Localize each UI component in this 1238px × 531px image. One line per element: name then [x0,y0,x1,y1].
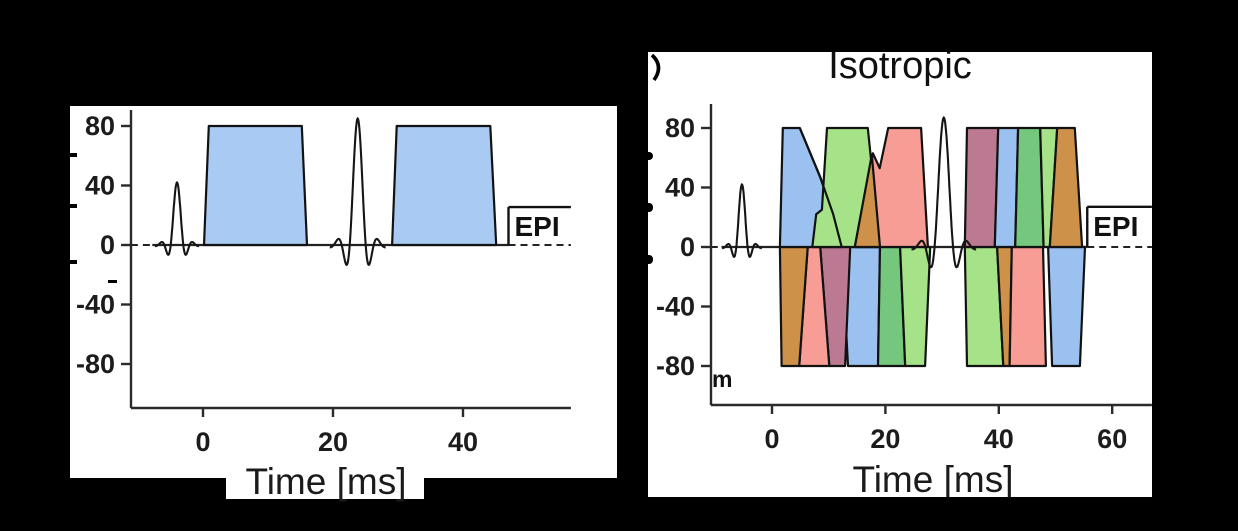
mask-fragment [108,280,117,283]
y-tick-label: 80 [85,111,115,141]
rf-pulse-excitation-90 [154,181,200,256]
y-tick-label: 80 [665,113,695,143]
y-tick-label: 0 [100,230,115,260]
epi-label: EPI [515,211,560,242]
x-axis-label-left: Time [ms] [245,461,407,502]
grad-neg-salmon-2 [1008,245,1047,368]
y-tick-label: 40 [665,173,695,203]
mask-fragment [648,152,653,160]
y-tick-label: -40 [656,292,695,322]
x-tick-label: 60 [1097,424,1127,454]
mask-fragment [70,153,77,157]
panel-title-isotropic: Isotropic [828,52,972,87]
gradient-lobe-1 [202,124,309,247]
y-tick-label: -80 [656,351,695,381]
x-tick-label: 0 [195,427,210,457]
x-tick-label: 40 [984,424,1014,454]
y-tick-label: 0 [680,232,695,262]
blue-descent-outline [798,127,843,248]
x-axis-label-right: Time [ms] [852,459,1014,497]
y-tick-label: -80 [76,349,115,379]
mask-fragment-paren [650,54,661,82]
epi-label: EPI [1093,211,1138,242]
x-tick-label: 40 [448,427,478,457]
linear-sequence-plot: 80 40 0 -40 -80 0 20 40 EPI [76,110,571,457]
grad-neg-lightgreen-1 [899,245,932,368]
rf-pulse-excitation-90 [722,182,762,258]
mask-fragment [648,255,653,264]
mask-fragment [70,260,77,264]
rf-pulse-refocusing-180 [911,115,977,269]
isotropic-sequence-panel: Isotropic 80 40 0 -40 -80 0 20 40 60 EPI Time [ms… [648,52,1152,497]
rf-pulse-refocusing-180 [329,116,386,266]
grad-pos-green-2 [1014,126,1045,249]
grad-pos-maroon-2 [963,126,1000,249]
grad-pos-orange-2 [1048,126,1084,249]
grad-neg-blue-2 [1047,245,1087,368]
x-tick-label: 20 [318,427,348,457]
x-tick-label: 20 [870,424,900,454]
linear-sequence-panel: 80 40 0 -40 -80 0 20 40 EPI [70,106,617,478]
gradient-lobe-2 [391,124,498,247]
isotropic-sequence-plot: 80 40 0 -40 -80 0 20 40 60 EPI [656,104,1152,454]
mask-fragment [648,203,653,212]
y-axis-label-fragment: m [712,366,733,392]
y-tick-label: -40 [76,290,115,320]
mask-fragment [70,204,77,208]
axis-label-strip [226,478,424,499]
grad-overlap-wedge-1 [853,153,882,249]
y-tick-label: 40 [85,171,115,201]
x-tick-label: 0 [764,424,779,454]
